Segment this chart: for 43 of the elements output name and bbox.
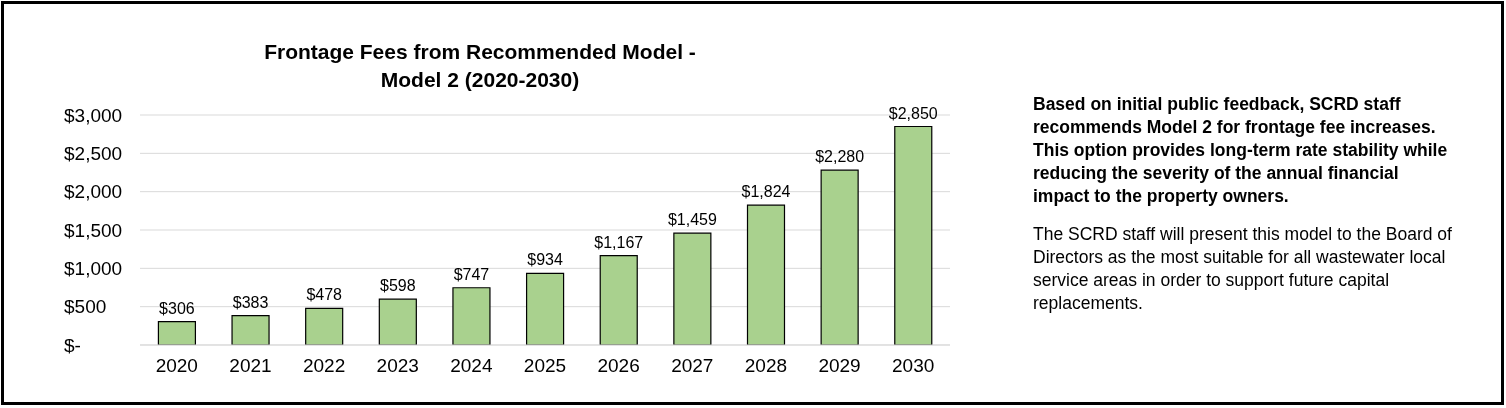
bar [820,169,859,345]
y-tick-label: $3,000 [64,104,123,126]
bar [746,204,786,345]
data-label: $747 [453,265,490,283]
bar [452,287,491,345]
x-tick-label: 2026 [597,355,640,377]
x-tick-label: 2024 [450,355,493,377]
x-tick-label: 2021 [229,355,272,377]
bar [894,125,933,345]
x-tick-label: 2030 [892,355,935,377]
x-tick-label: 2028 [744,355,788,377]
y-tick-label: $2,000 [64,181,123,203]
bar [231,315,270,345]
text: The SCRD staff will present this model to the Board of Directors as the most suitable for all wastewater local service areas in order to support future capital replacements. [1033,223,1453,315]
bar [305,307,344,345]
x-tick-label: 2027 [671,355,714,377]
text: Based on initial public feedback, SCRD staff recommends Model 2 for frontage fee increases. This option provides long-term rate stability while reducing the severity of the annual financial impact to the property owners. [1033,93,1449,208]
y-tick-label: $1,000 [64,258,123,280]
data-label: $934 [527,251,563,269]
data-label: $2,850 [888,104,938,122]
data-label: $1,459 [667,211,717,229]
x-tick-label: 2025 [523,355,567,377]
bar [157,320,197,345]
data-label: $478 [306,286,343,304]
data-label: $383 [232,293,269,311]
data-label: $1,824 [741,183,791,201]
y-tick-label: $2,500 [64,143,123,165]
data-label: $306 [159,299,195,317]
data-label: $2,280 [815,148,865,166]
bar [599,254,638,345]
bar [378,298,417,345]
x-tick-label: 2029 [818,355,861,377]
y-tick-label: $1,500 [64,219,123,241]
x-tick-label: 2023 [376,355,419,377]
chart-title: Frontage Fees from Recommended Model - Model 2 (2020-2030) [263,39,697,93]
data-label: $598 [380,277,416,295]
bar [525,272,565,345]
x-tick-label: 2022 [302,355,346,377]
data-label: $1,167 [594,233,644,251]
x-tick-label: 2020 [155,355,198,377]
bar [673,232,712,345]
y-tick-label: $- [64,334,81,356]
y-tick-label: $500 [64,296,107,318]
